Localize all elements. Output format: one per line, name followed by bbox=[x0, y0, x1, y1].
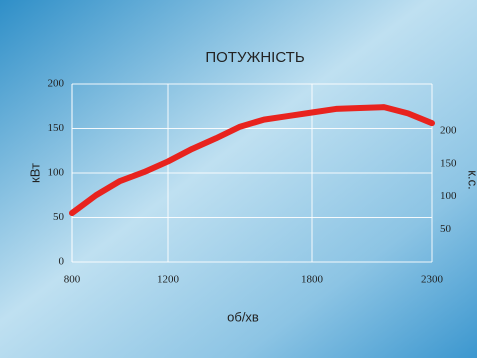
y-tick-label: 200 bbox=[48, 78, 65, 90]
y-tick-label: 50 bbox=[53, 211, 65, 223]
y2-tick-label: 150 bbox=[440, 157, 457, 169]
y2-axis-label: к.с. bbox=[466, 170, 477, 189]
y-tick-label: 150 bbox=[48, 122, 65, 134]
x-tick-label: 800 bbox=[64, 274, 81, 286]
x-tick-label: 1800 bbox=[301, 274, 324, 286]
y2-tick-label: 100 bbox=[440, 190, 457, 202]
x-axis-label: об/хв bbox=[227, 309, 259, 324]
y-tick-label: 0 bbox=[59, 256, 65, 268]
line-series bbox=[69, 104, 435, 217]
chart-title: ПОТУЖНІСТЬ bbox=[205, 49, 304, 66]
y-axis-label: кВт bbox=[27, 163, 42, 183]
y2-tick-label: 200 bbox=[440, 125, 457, 137]
y-tick-label: 100 bbox=[48, 167, 65, 179]
x-tick-label: 1200 bbox=[157, 274, 180, 286]
x-tick-label: 2300 bbox=[421, 274, 444, 286]
y2-tick-label: 50 bbox=[440, 223, 452, 235]
